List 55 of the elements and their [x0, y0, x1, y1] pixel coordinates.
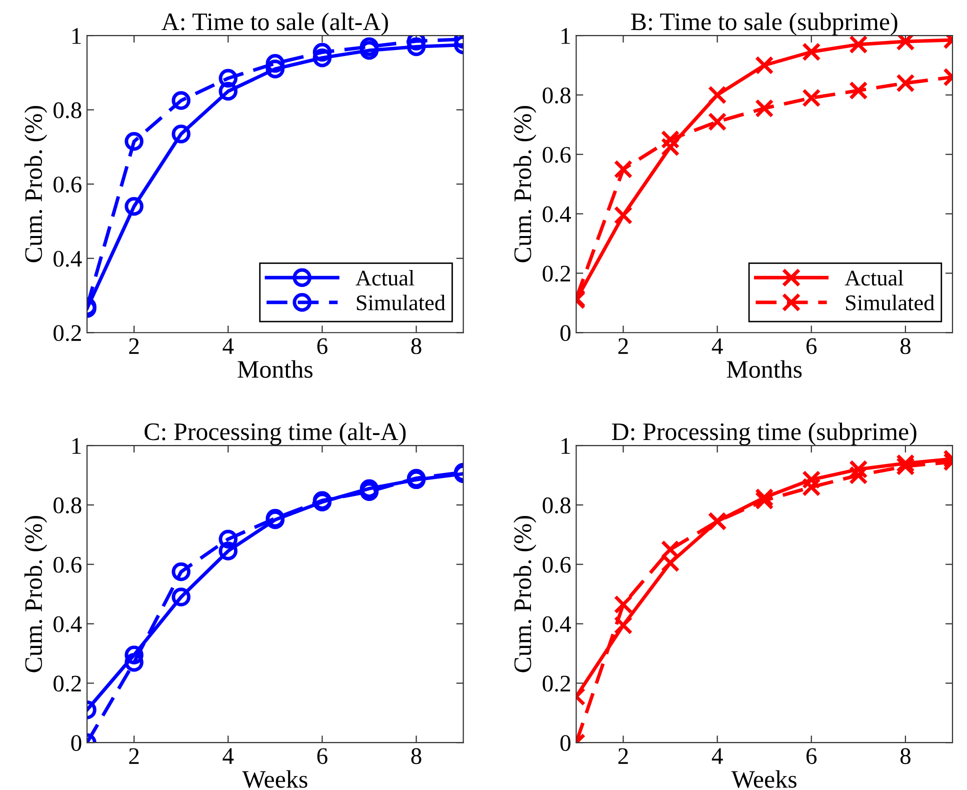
x-tick-label: 6	[806, 748, 817, 764]
y-tick-label: 0.8	[54, 497, 82, 514]
y-tick-label: 0.2	[542, 266, 570, 282]
y-tick-label: 0.8	[54, 102, 82, 118]
x-tick-label: 6	[806, 338, 817, 354]
y-tick-label: 1	[562, 438, 570, 454]
legend-label: Actual	[844, 270, 904, 286]
y-tick-label: 0.2	[54, 676, 81, 692]
x-tick-label: 8	[411, 748, 422, 764]
y-tick-label: 1	[562, 28, 570, 44]
y-tick-label: 0.4	[542, 616, 571, 632]
y-tick-label: 0.4	[542, 206, 571, 222]
x-tick-label: 2	[618, 748, 628, 764]
x-tick-label: 6	[317, 338, 328, 354]
chart-title: C: Processing time (alt-A)	[144, 422, 406, 446]
y-axis-title: Cum. Prob. (%)	[24, 516, 48, 672]
y-tick-label: 0.8	[542, 497, 570, 514]
y-tick-label: 0	[71, 735, 82, 752]
x-axis-title: Weeks	[731, 770, 796, 788]
y-axis-title: Cum. Prob. (%)	[24, 106, 48, 262]
y-tick-label: 0.4	[54, 250, 82, 267]
x-axis-title: Months	[726, 360, 802, 378]
y-tick-label: 0.6	[542, 146, 571, 163]
x-tick-label: 4	[222, 748, 234, 764]
x-tick-label: 6	[317, 748, 328, 764]
x-axis-title: Weeks	[242, 770, 308, 788]
x-tick-label: 8	[900, 748, 910, 764]
legend-label: Simulated	[846, 294, 934, 310]
legend-label: Actual	[356, 270, 414, 286]
x-tick-label: 4	[712, 338, 723, 354]
x-tick-label: 4	[222, 338, 234, 354]
y-tick-label: 0.6	[54, 176, 82, 193]
y-axis-title: Cum. Prob. (%)	[514, 516, 536, 672]
y-tick-label: 0.2	[542, 676, 570, 692]
y-tick-label: 1	[72, 28, 81, 44]
y-tick-label: 0.4	[54, 616, 82, 632]
y-tick-label: 0.6	[542, 556, 571, 573]
x-tick-label: 8	[411, 338, 422, 354]
y-tick-label: 1	[72, 438, 81, 454]
chart-title: A: Time to sale (alt-A)	[162, 12, 388, 36]
y-axis-title: Cum. Prob. (%)	[514, 106, 536, 262]
x-tick-label: 2	[618, 338, 628, 354]
x-tick-label: 8	[900, 338, 910, 354]
y-tick-label: 0	[560, 735, 570, 752]
chart-title: B: Time to sale (subprime)	[631, 12, 898, 36]
chart-title: D: Processing time (subprime)	[612, 422, 916, 446]
y-tick-label: 0.2	[54, 325, 81, 342]
y-tick-label: 0.6	[54, 556, 82, 573]
x-tick-label: 2	[129, 748, 139, 764]
x-tick-label: 2	[129, 338, 139, 354]
x-axis-title: Months	[238, 360, 312, 378]
y-tick-label: 0.8	[542, 87, 570, 104]
y-tick-label: 0	[560, 325, 570, 342]
legend-label: Simulated	[356, 294, 446, 310]
x-tick-label: 4	[712, 748, 723, 764]
